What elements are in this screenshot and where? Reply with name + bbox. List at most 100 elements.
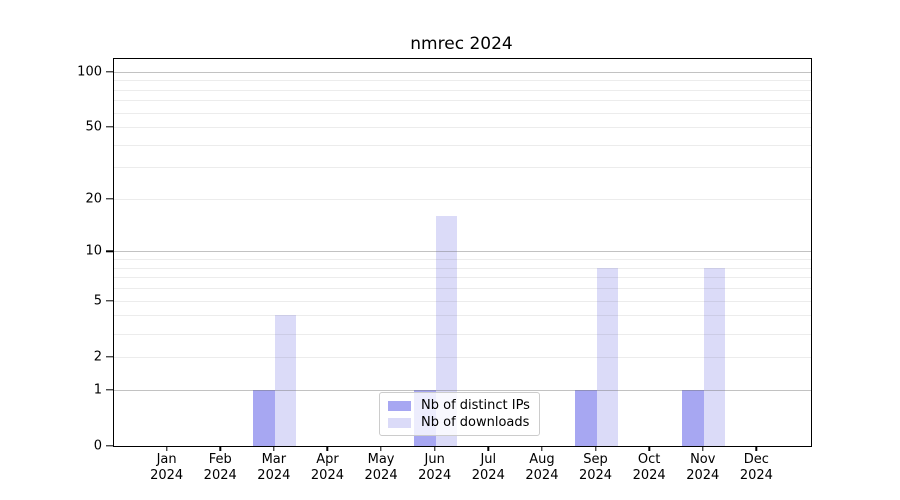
x-axis: Jan 2024 Feb 2024 Mar 2024 Apr 2024 May 2024 Jun 20… [113,446,810,496]
x-tick [326,446,329,451]
y-tick [106,445,113,447]
y-tick-label: 20 [85,191,102,207]
x-tick [541,446,543,451]
x-tick-label: Mar 2024 [257,452,290,484]
legend: Nb of distinct IPs Nb of downloads [379,392,540,436]
x-tick-year: 2024 [310,468,344,483]
x-tick-year: 2024 [578,468,613,483]
x-tick-year: 2024 [739,468,773,483]
minor-gridline [114,356,811,358]
x-tick-month: Mar [261,452,287,467]
bar-nov-ips [682,389,704,446]
x-tick-year: 2024 [364,468,398,483]
minor-gridline [114,315,811,317]
x-tick-year: 2024 [632,468,666,483]
y-tick [106,70,113,73]
minor-gridline [114,80,811,82]
minor-gridline [114,167,811,169]
x-tick-month: Oct [637,452,661,467]
minor-gridline [114,127,811,129]
x-tick-month: Apr [316,452,339,467]
y-tick [106,389,113,391]
x-tick-month: Jun [424,452,445,467]
y-tick-label: 10 [85,243,102,259]
x-tick-label: May 2024 [365,452,398,484]
x-tick-month: Jan [156,452,177,467]
x-tick [755,446,758,451]
minor-gridline [114,288,811,290]
x-tick [648,446,650,451]
x-tick [487,446,489,451]
legend-label: Nb of downloads [421,415,530,430]
bar-mar-downloads [274,315,297,446]
minor-gridline [114,333,811,335]
x-tick-label: Oct 2024 [633,452,666,484]
x-tick [219,446,221,451]
minor-gridline [114,300,811,302]
x-tick [594,446,597,451]
x-tick-month: May [367,452,395,467]
legend-swatch [388,417,411,428]
x-tick-month: Aug [529,452,555,467]
y-tick [106,250,113,253]
legend-item: Nb of distinct IPs [388,398,530,413]
x-tick [702,446,704,451]
minor-gridline [114,199,811,201]
bars-layer [114,59,811,446]
y-tick-label: 5 [93,293,102,309]
x-tick-year: 2024 [150,468,184,483]
major-gridline [114,251,811,253]
minor-gridline [114,89,811,91]
x-tick [380,446,382,451]
x-tick-year: 2024 [686,468,720,483]
x-tick [433,446,436,451]
y-tick [106,198,113,200]
x-tick-label: Feb 2024 [204,452,237,484]
bar-jun-downloads [435,216,458,446]
minor-gridline [114,100,811,102]
y-tick-label: 100 [77,64,102,80]
y-tick-label: 0 [93,438,102,454]
legend-label: Nb of distinct IPs [421,398,530,413]
minor-gridline [114,277,811,279]
minor-gridline [114,267,811,269]
x-tick-year: 2024 [471,468,505,483]
bar-sep-ips [574,389,597,446]
x-tick-year: 2024 [525,468,559,483]
legend-item: Nb of downloads [388,415,530,430]
major-gridline [114,71,811,73]
minor-gridline [114,144,811,146]
bar-nov-downloads [703,267,726,446]
bar-mar-ips [253,389,275,446]
plot-area: Nb of distinct IPs Nb of downloads [113,58,812,447]
y-tick-label: 2 [93,349,102,365]
legend-swatch [388,400,411,411]
major-gridline [114,389,811,391]
y-tick [106,356,113,358]
x-tick [273,446,275,451]
minor-gridline [114,112,811,114]
x-tick-label: Jul 2024 [472,452,505,484]
chart-title: nmrec 2024 [410,34,513,54]
x-tick-month: Jul [480,452,497,467]
x-tick-label: Nov 2024 [686,452,719,484]
x-tick-month: Dec [743,452,769,467]
x-tick-label: Apr 2024 [311,452,344,484]
grid-layer [114,59,811,446]
minor-gridline [114,259,811,261]
y-tick-label: 50 [85,119,102,135]
y-tick [106,126,113,128]
x-tick-label: Dec 2024 [740,452,773,484]
x-tick-label: Jun 2024 [418,452,451,484]
y-axis: 0 1 2 5 10 20 50 100 [0,58,113,454]
x-tick-year: 2024 [418,468,452,483]
y-tick-label: 1 [93,382,102,398]
x-tick-label: Aug 2024 [525,452,558,484]
x-tick-month: Feb [208,452,232,467]
x-tick-month: Sep [583,452,608,467]
x-tick-label: Jan 2024 [150,452,183,484]
x-tick-month: Nov [690,452,716,467]
x-tick-label: Sep 2024 [579,452,612,484]
x-tick-year: 2024 [257,468,291,483]
y-tick [106,299,113,302]
